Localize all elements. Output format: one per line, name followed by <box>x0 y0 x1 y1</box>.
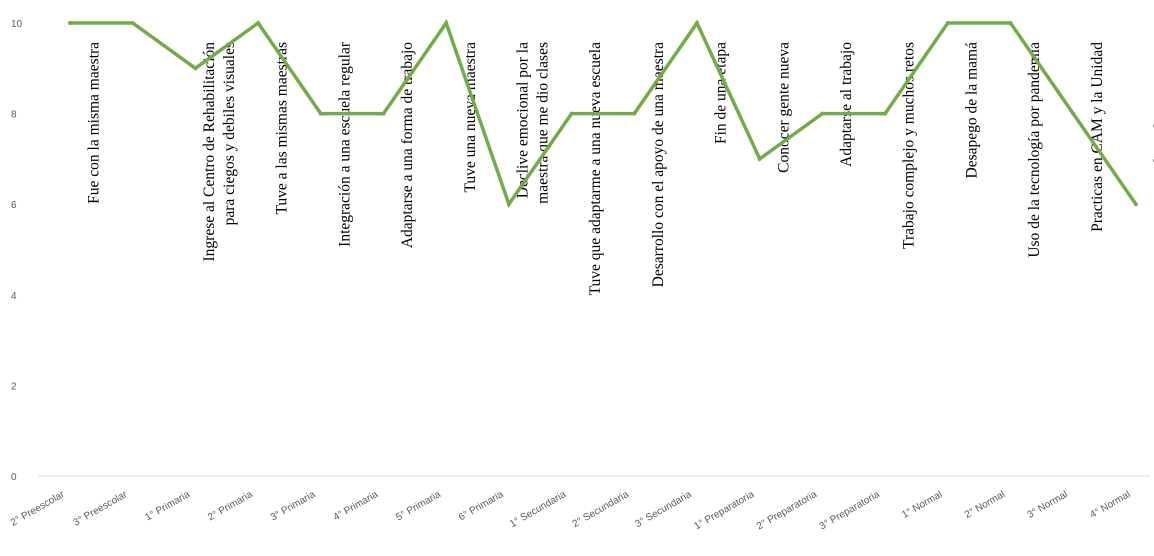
annotation-label: maestra que me dio clases <box>534 42 551 204</box>
data-point <box>1133 202 1138 207</box>
x-tick-label: 4° Primaria <box>332 489 381 524</box>
x-tick-label: 3° Primaria <box>269 489 318 524</box>
data-point <box>883 111 888 116</box>
annotation-label: Adaptarse a una forma de trabajo <box>399 42 416 248</box>
x-tick-label: 1° Primaria <box>143 489 192 524</box>
data-point <box>632 111 637 116</box>
annotation-label: Fue con la misma maestra <box>86 42 103 204</box>
annotation-label: Integración a una escuela regular <box>336 41 353 247</box>
x-tick-label: 1° Normal <box>900 489 944 521</box>
annotation-label: Fin de una etapa <box>713 42 730 144</box>
x-tick-label: 3° Preescolar <box>72 489 130 529</box>
y-tick-label: 6 <box>11 200 17 211</box>
x-tick-label: 2° Secundaria <box>571 489 631 530</box>
y-tick-label: 0 <box>11 472 17 483</box>
x-tick-label: 2° Normal <box>963 489 1007 521</box>
data-point <box>820 111 825 116</box>
data-point <box>506 202 511 207</box>
x-tick-label: 2° Preparatoria <box>755 489 819 532</box>
data-point <box>695 21 699 25</box>
annotation-label: Tuve que adaptarme a una nueva escuela <box>587 42 604 295</box>
x-tick-label: 5° Primaria <box>394 489 443 524</box>
data-point <box>444 21 449 25</box>
annotation-label: No lo realizo por gusto <box>1151 42 1154 185</box>
annotation-label: Desapego de la mamá <box>963 42 980 179</box>
data-point <box>318 111 323 116</box>
x-tick-label: 4° Normal <box>1088 489 1132 521</box>
x-tick-label: 3° Preparatoria <box>818 489 882 532</box>
data-point <box>68 21 72 25</box>
annotation-label: Practicas en CAM y la Unidad <box>1089 42 1106 232</box>
data-point <box>569 111 574 116</box>
x-tick-label: 2° Primaria <box>206 489 255 524</box>
series-line <box>68 19 1138 209</box>
data-point <box>757 156 762 161</box>
data-point <box>1008 21 1013 25</box>
x-tick-label: 2° Preescolar <box>9 489 67 529</box>
annotation-label: Desarrollo con el apoyo de una maestra <box>650 42 667 287</box>
annotation-label: Trabajo complejo y muchos retos <box>901 42 918 249</box>
x-tick-label: 6° Primaria <box>457 489 506 524</box>
x-tick-label: 3° Secundaria <box>633 489 693 530</box>
annotation-label: Uso de la tecnología por pandemia <box>1026 42 1043 258</box>
data-point <box>256 21 261 25</box>
data-point <box>130 21 135 25</box>
annotation-layer: Fue con la misma maestra Ingrese al Centr… <box>86 41 1154 295</box>
data-point <box>193 66 198 71</box>
annotation-label: Adaptarse al trabajo <box>838 42 855 167</box>
y-tick-label: 4 <box>11 291 17 302</box>
y-tick-label: 2 <box>11 381 17 392</box>
annotation-label: Tuve a las mismas maestras <box>274 42 291 215</box>
data-point <box>381 111 386 116</box>
series-layer <box>68 19 1138 209</box>
x-tick-label: 3° Normal <box>1026 489 1070 521</box>
annotation-label: Tuve una nueva maestra <box>462 42 479 193</box>
annotation-label: para ciegos y debiles visuales <box>221 42 238 225</box>
y-tick-label: 8 <box>11 110 17 121</box>
x-tick-label: 1° Secundaria <box>508 489 568 530</box>
data-point <box>1071 111 1076 116</box>
x-tick-label: 1° Preparatoria <box>692 489 756 532</box>
annotation-label: Ingrese al Centro de Rehabilitación <box>201 42 218 262</box>
annotation-label: Declive emocional por la <box>514 42 531 198</box>
y-tick-label: 10 <box>11 19 23 30</box>
annotation-label: Conocer gente nueva <box>775 42 792 173</box>
data-point <box>945 21 950 25</box>
